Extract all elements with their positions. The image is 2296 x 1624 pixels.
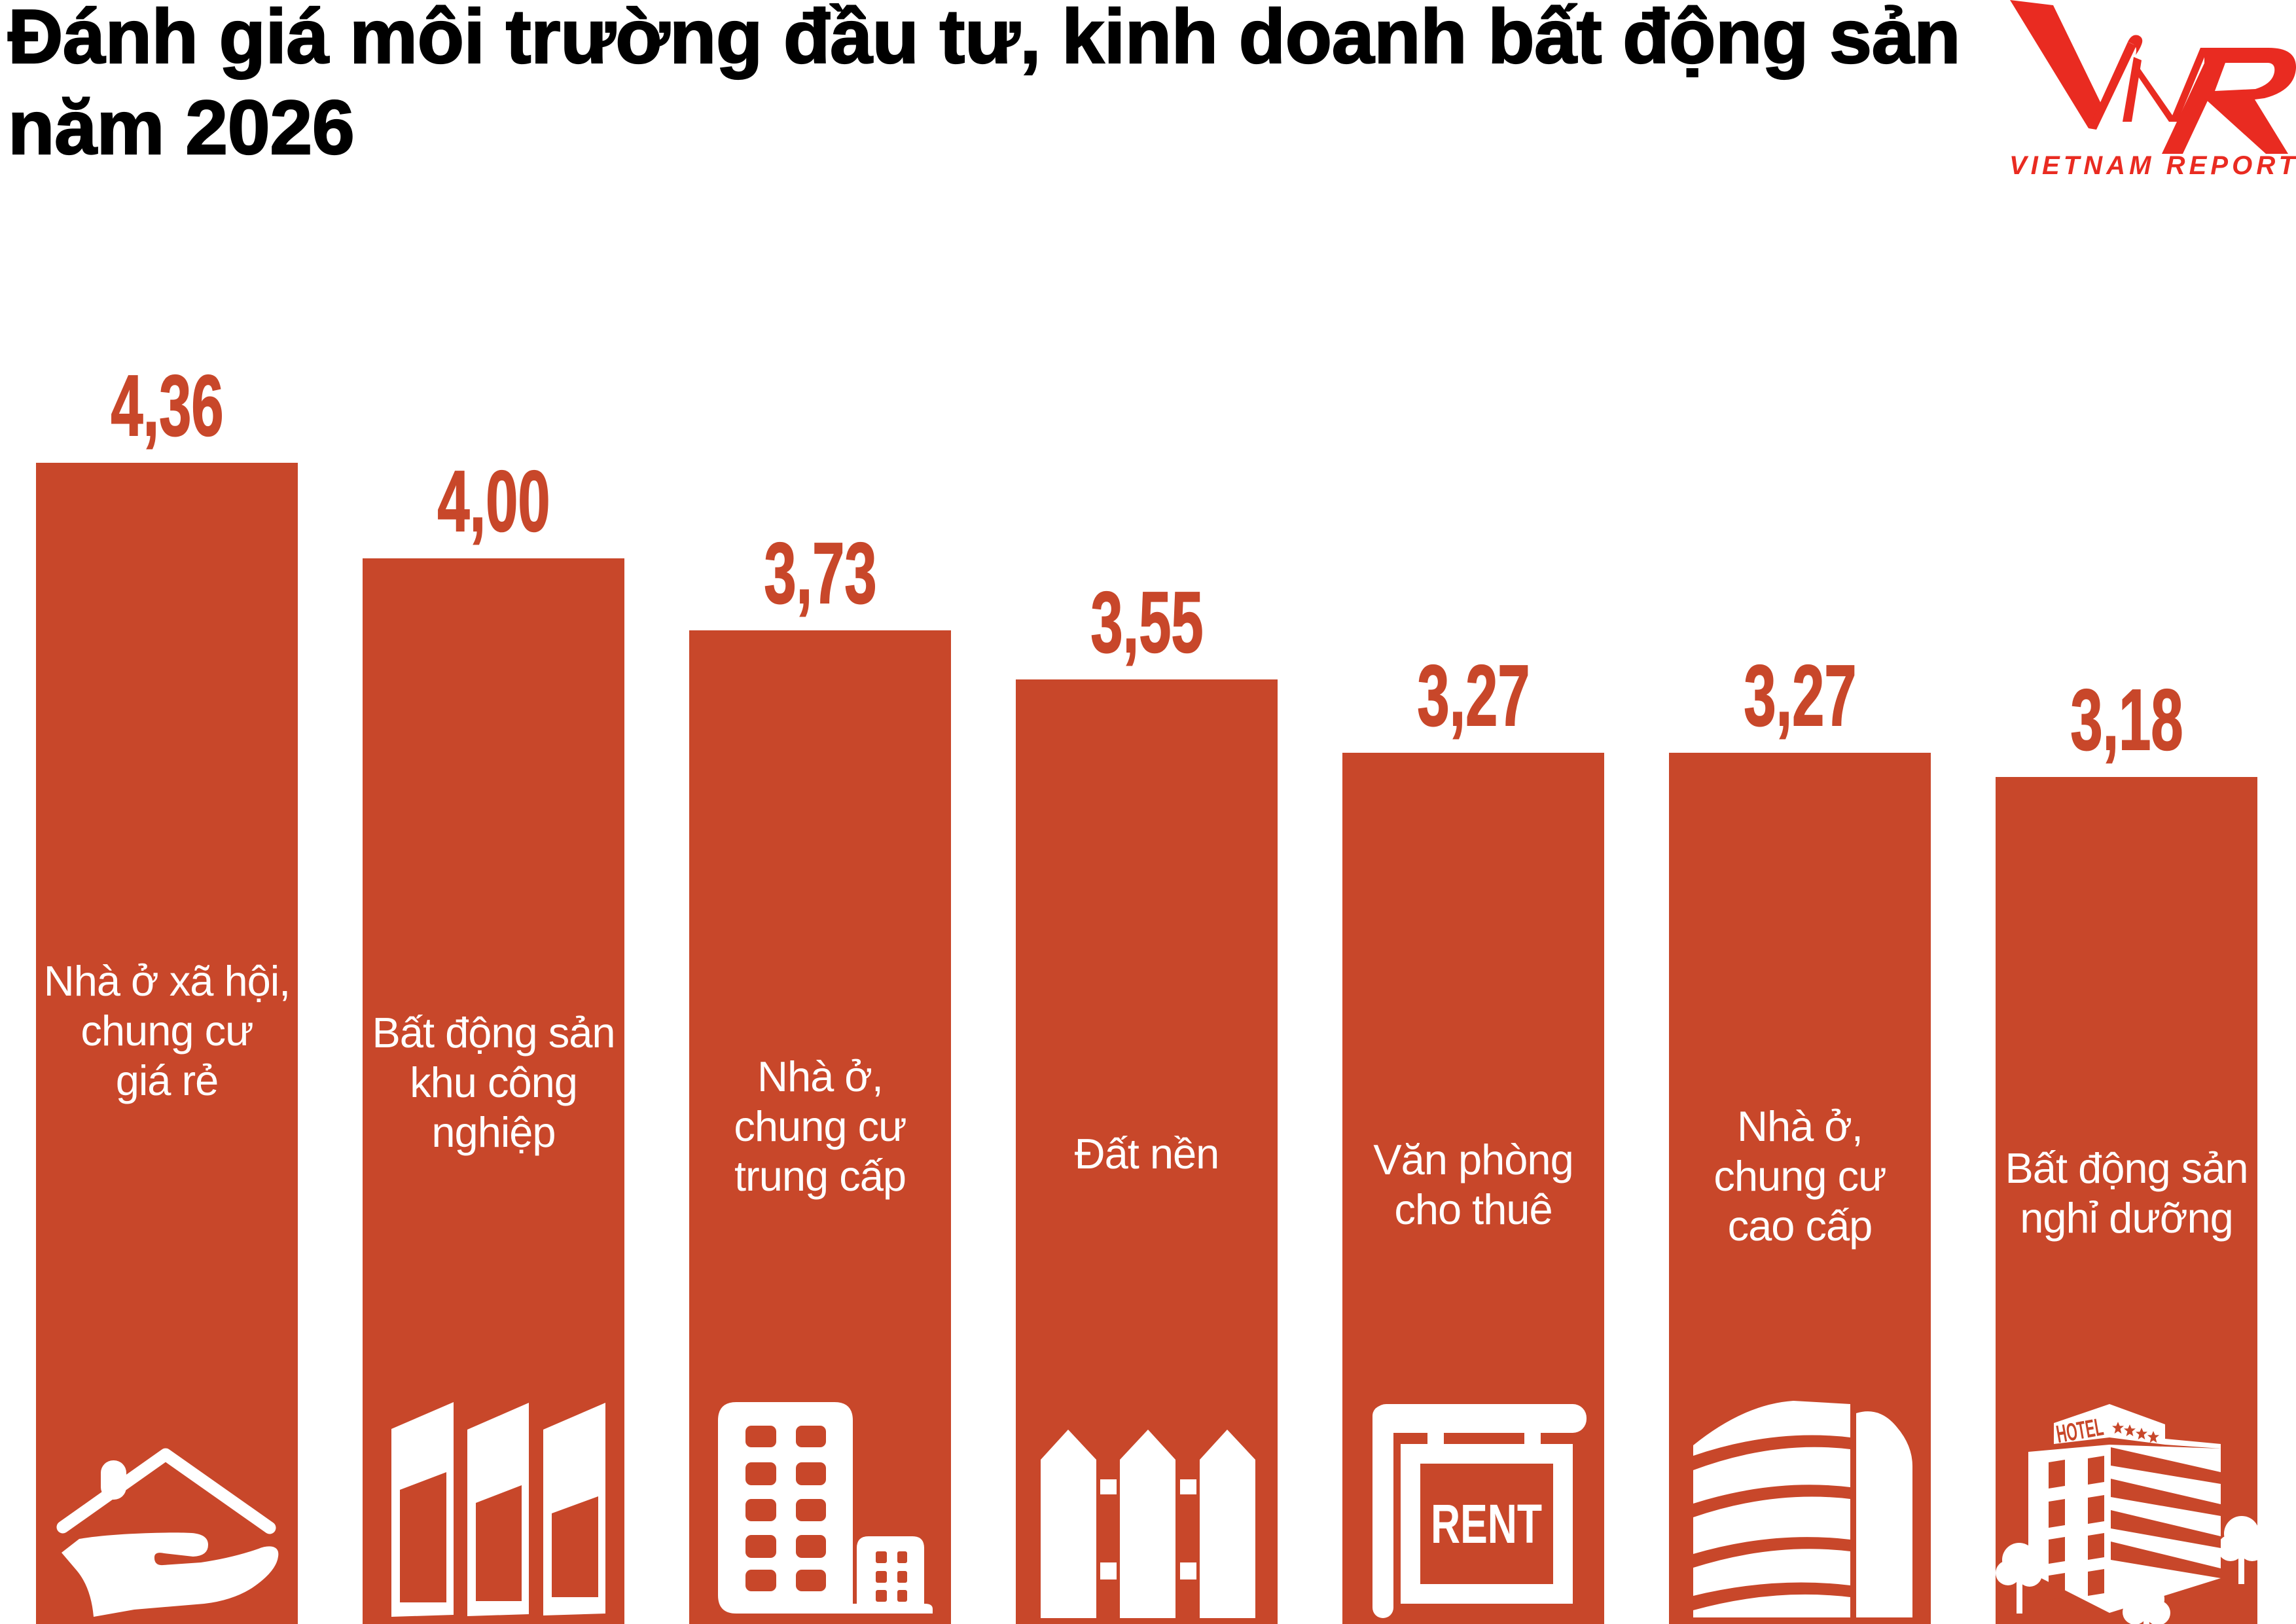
svg-text:VIETNAM REPORT: VIETNAM REPORT [2009, 151, 2296, 177]
svg-text:HOTEL: HOTEL [2054, 1413, 2106, 1449]
svg-text:RENT: RENT [1431, 1493, 1542, 1555]
